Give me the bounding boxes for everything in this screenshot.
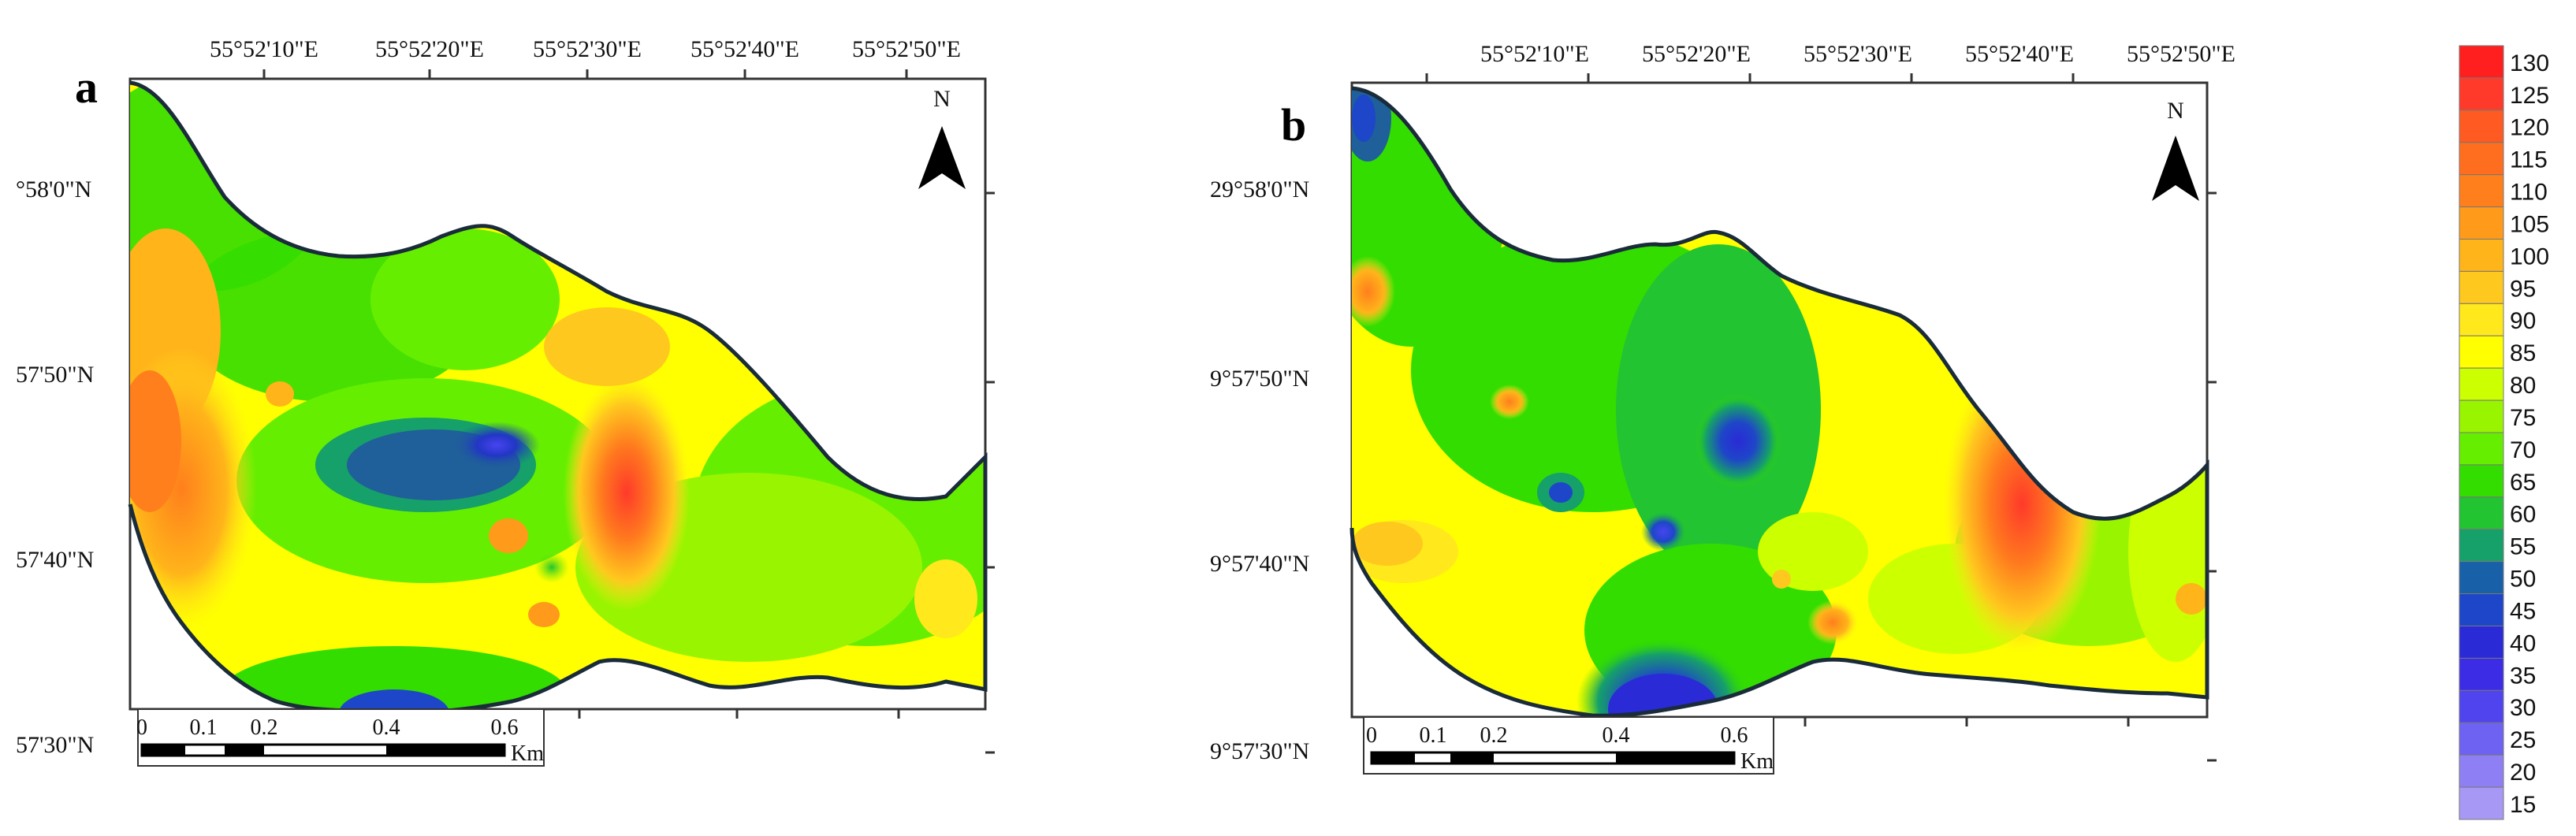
lon-tick-label: 55°52'50"E <box>2127 41 2235 67</box>
legend-label: 120 <box>2510 115 2549 141</box>
legend-swatch <box>2459 303 2504 336</box>
lon-tick-label: 55°52'20"E <box>1642 41 1751 67</box>
scale-tick: 0.4 <box>1603 723 1630 748</box>
scale-tick: 0 <box>136 715 147 740</box>
scale-tick: 0.4 <box>373 715 400 740</box>
lon-tick-label: 55°52'40"E <box>691 36 799 62</box>
map-a-svg: 55°52'10"E 55°52'20"E 55°52'30"E 55°52'4… <box>16 36 995 767</box>
legend-label: 50 <box>2510 567 2536 593</box>
legend-swatch <box>2459 335 2504 369</box>
north-arrow-icon: N <box>918 86 966 189</box>
legend-label: 100 <box>2510 243 2549 269</box>
legend-label: 40 <box>2510 630 2536 656</box>
legend-swatch <box>2459 239 2504 272</box>
north-label: N <box>2167 98 2184 124</box>
scale-bar: 0 0.1 0.2 0.4 0.6 Km <box>1363 716 1774 775</box>
legend-swatch <box>2459 399 2504 433</box>
scale-tick: 0.6 <box>491 715 519 740</box>
legend-swatch <box>2459 270 2504 304</box>
legend-swatch <box>2459 367 2504 401</box>
legend-label: 105 <box>2510 211 2549 237</box>
scale-bar: 0 0.1 0.2 0.4 0.6 Km <box>136 708 545 767</box>
legend-label: 115 <box>2510 147 2548 173</box>
legend-label: 60 <box>2510 502 2536 528</box>
scale-tick: 0.2 <box>1480 723 1508 748</box>
legend-swatch <box>2459 626 2504 659</box>
legend-label: 30 <box>2510 695 2536 721</box>
map-b-svg: 55°52'10"E 55°52'20"E 55°52'30"E 55°52'4… <box>1210 41 2235 775</box>
legend-swatch <box>2459 561 2504 595</box>
map-a-field <box>130 83 985 713</box>
lon-tick-label: 55°52'50"E <box>852 36 961 62</box>
lon-tick-label: 55°52'40"E <box>1965 41 2074 67</box>
legend-swatch <box>2459 206 2504 240</box>
legend-swatch <box>2459 174 2504 208</box>
legend-swatch <box>2459 432 2504 466</box>
lat-tick-label: 57'40"N <box>16 547 94 573</box>
legend-swatch <box>2459 464 2504 498</box>
legend-swatch <box>2459 689 2504 723</box>
legend-label: 90 <box>2510 308 2536 334</box>
panel-label: a <box>75 61 98 113</box>
legend-swatch <box>2459 45 2504 79</box>
legend-label: 75 <box>2510 405 2536 431</box>
legend-swatch <box>2459 529 2504 563</box>
scale-tick: 0.1 <box>190 715 218 740</box>
legend-swatch <box>2459 77 2504 111</box>
legend-label: 95 <box>2510 276 2536 302</box>
legend-swatch <box>2459 593 2504 626</box>
legend-label: 25 <box>2510 727 2536 753</box>
legend-label: 55 <box>2510 534 2536 560</box>
legend-label: 20 <box>2510 760 2536 786</box>
legend-svg: 130 125 120 115 110 105 100 95 90 85 80 75 70 65 60 55 5… <box>2459 45 2549 820</box>
legend-swatch <box>2459 142 2504 176</box>
legend-label: 70 <box>2510 437 2536 463</box>
lon-tick-label: 55°52'10"E <box>1480 41 1589 67</box>
scale-unit: Km <box>511 741 544 766</box>
legend-swatch <box>2459 786 2504 820</box>
legend-label: 15 <box>2510 792 2536 818</box>
legend-swatch <box>2459 110 2504 143</box>
legend-label: 110 <box>2510 180 2548 206</box>
map-panel-a: 55°52'10"E 55°52'20"E 55°52'30"E 55°52'4… <box>0 0 1025 836</box>
legend-label: 80 <box>2510 373 2536 399</box>
north-arrow-icon: N <box>2152 98 2199 201</box>
lon-tick-label: 55°52'30"E <box>1804 41 1912 67</box>
legend-swatch <box>2459 722 2504 756</box>
lat-tick-label: 9°57'40"N <box>1210 551 1309 577</box>
lat-tick-label: 9°57'50"N <box>1210 366 1309 392</box>
color-legend: 130 125 120 115 110 105 100 95 90 85 80 75 70 65 60 55 5… <box>2459 39 2570 827</box>
legend-label: 35 <box>2510 663 2536 689</box>
lat-tick-label: 57'50"N <box>16 362 94 388</box>
legend-label: 130 <box>2510 50 2549 76</box>
map-panel-b: 55°52'10"E 55°52'20"E 55°52'30"E 55°52'4… <box>1167 0 2286 836</box>
north-label: N <box>933 86 951 112</box>
legend-label: 45 <box>2510 598 2536 624</box>
scale-tick: 0.6 <box>1721 723 1748 748</box>
lon-tick-label: 55°52'20"E <box>375 36 484 62</box>
legend-label: 65 <box>2510 470 2536 496</box>
lat-tick-label: 57'30"N <box>16 732 94 758</box>
panel-label: b <box>1281 99 1306 150</box>
legend-swatch <box>2459 496 2504 530</box>
scale-unit: Km <box>1740 749 1774 774</box>
map-b-boundary <box>1349 86 2209 718</box>
legend-swatch <box>2459 657 2504 691</box>
legend-swatch <box>2459 754 2504 788</box>
map-b-field <box>1352 88 2207 716</box>
scale-tick: 0.1 <box>1420 723 1447 748</box>
lat-tick-label: 29°58'0"N <box>1210 176 1309 202</box>
lon-tick-label: 55°52'30"E <box>533 36 642 62</box>
lat-tick-label: 9°57'30"N <box>1210 738 1309 764</box>
lon-tick-label: 55°52'10"E <box>210 36 318 62</box>
legend-label: 125 <box>2510 83 2549 109</box>
scale-tick: 0.2 <box>251 715 278 740</box>
lat-tick-label: °58'0"N <box>16 176 91 202</box>
legend-label: 85 <box>2510 340 2536 366</box>
scale-tick: 0 <box>1366 723 1377 748</box>
